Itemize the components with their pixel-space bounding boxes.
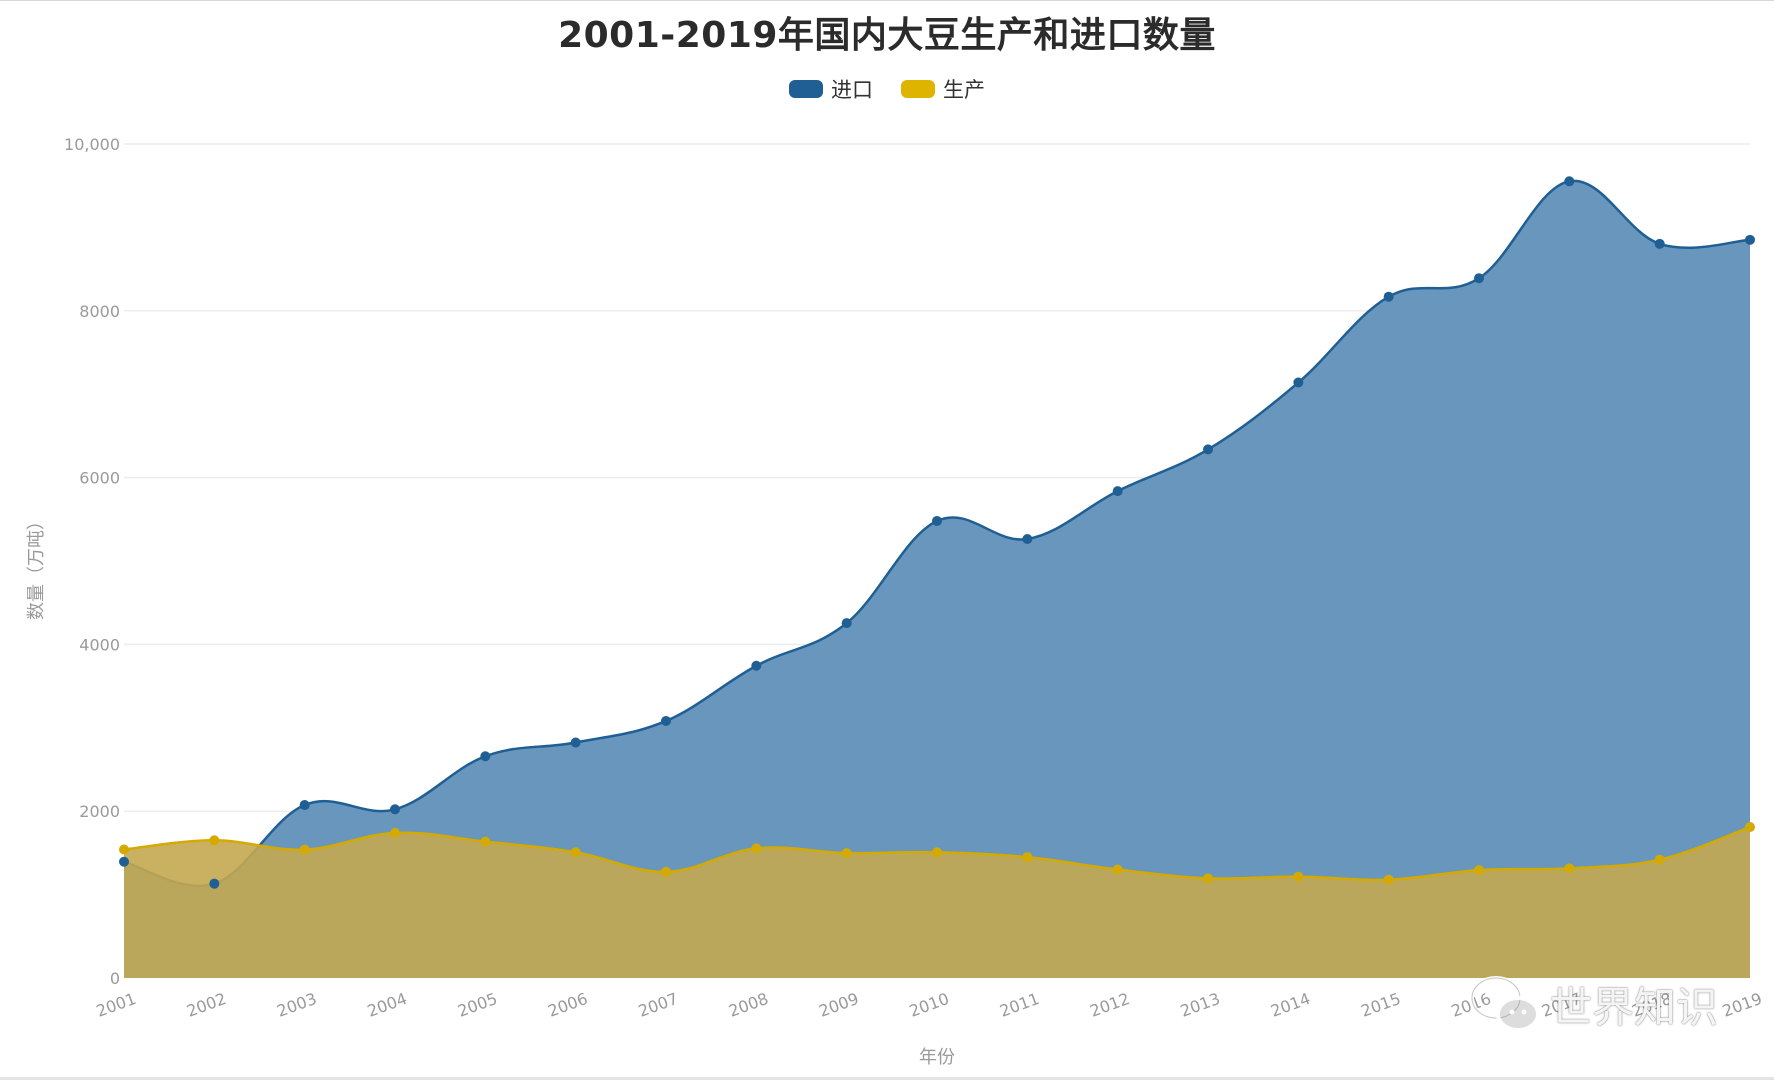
legend-label-import: 进口 [831, 78, 873, 102]
series-point-0 [751, 660, 762, 671]
watermark-text: 世界知识 [1550, 982, 1719, 1032]
series-point-1 [209, 835, 220, 846]
series-point-0 [480, 751, 491, 762]
series-point-1 [1383, 874, 1394, 885]
watermark: 世界知识 [1468, 972, 1718, 1036]
series-point-1 [1745, 822, 1755, 833]
legend-item-import[interactable]: 进口 [789, 74, 873, 104]
chart-title: 2001-2019年国内大豆生产和进口数量 [558, 15, 1216, 56]
series-point-1 [1293, 871, 1304, 882]
x-tick-label: 2011 [997, 989, 1042, 1021]
legend-swatch-production [901, 80, 935, 98]
x-tick-label: 2009 [816, 989, 861, 1021]
series-point-0 [1203, 444, 1213, 455]
series-point-0 [1474, 273, 1484, 284]
x-tick-label: 2002 [184, 989, 229, 1021]
x-tick-label: 2010 [907, 989, 952, 1021]
series-point-1 [751, 843, 762, 854]
series-point-0 [119, 856, 129, 867]
x-tick-label: 2005 [455, 989, 500, 1021]
series-point-1 [390, 827, 400, 838]
series-point-0 [1564, 176, 1575, 187]
series-point-0 [390, 804, 400, 815]
legend: 进口 生产 [0, 74, 1774, 104]
y-tick-label: 10,000 [64, 135, 120, 154]
point-layer [119, 176, 1755, 889]
series-point-1 [1654, 854, 1665, 865]
series-point-0 [1654, 238, 1665, 249]
x-tick-label: 2013 [1178, 989, 1223, 1021]
series-point-0 [570, 737, 581, 748]
series-point-1 [661, 866, 671, 877]
x-tick-label: 2015 [1358, 989, 1403, 1021]
wechat-icon [1468, 972, 1544, 1036]
series-point-0 [1022, 533, 1033, 544]
legend-label-production: 生产 [943, 78, 985, 102]
series-point-1 [1022, 852, 1033, 863]
y-tick-label: 0 [110, 969, 120, 988]
y-tick-label: 2000 [79, 802, 120, 821]
series-point-1 [1112, 864, 1123, 875]
series-point-1 [570, 847, 581, 858]
x-tick-label: 2004 [365, 989, 410, 1021]
x-tick-label: 2008 [726, 989, 771, 1021]
series-point-0 [1293, 377, 1304, 388]
series-area-1 [124, 827, 1750, 978]
series-point-0 [299, 800, 310, 811]
y-axis-title: 数量（万吨） [26, 512, 47, 620]
series-point-1 [480, 836, 491, 847]
series-point-1 [932, 847, 942, 858]
series-point-1 [1564, 863, 1575, 874]
x-tick-label: 2007 [636, 989, 681, 1021]
series-area-0 [124, 180, 1750, 978]
series-point-0 [932, 515, 942, 526]
area-layer [123, 179, 1751, 978]
series-point-1 [841, 848, 852, 859]
x-axis-title: 年份 [919, 1047, 955, 1068]
y-tick-label: 6000 [79, 469, 120, 488]
legend-swatch-import [789, 80, 823, 98]
series-point-0 [1112, 486, 1123, 497]
series-point-0 [661, 715, 671, 726]
series-point-0 [209, 878, 220, 889]
x-tick-label: 2019 [1720, 989, 1765, 1021]
y-tick-label: 4000 [79, 635, 120, 654]
x-tick-label: 2012 [1087, 989, 1132, 1021]
series-point-1 [299, 844, 310, 855]
series-point-0 [841, 618, 852, 629]
series-point-0 [1745, 234, 1755, 245]
x-tick-label: 2001 [94, 989, 139, 1021]
x-tick-label: 2003 [274, 989, 319, 1021]
y-tick-label: 8000 [79, 302, 120, 321]
series-point-0 [1383, 291, 1394, 302]
series-point-1 [1203, 873, 1213, 884]
series-point-1 [119, 844, 129, 855]
x-tick-label: 2006 [545, 989, 590, 1021]
x-tick-label: 2014 [1268, 989, 1313, 1021]
series-point-1 [1474, 865, 1484, 876]
legend-item-production[interactable]: 生产 [901, 74, 985, 104]
